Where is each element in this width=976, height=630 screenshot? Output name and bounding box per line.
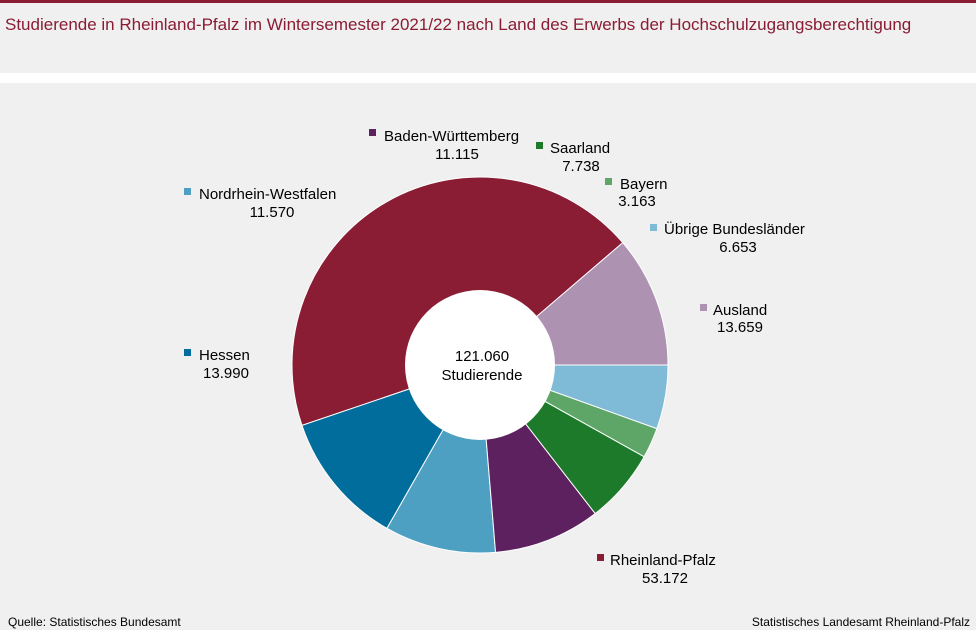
slice-name-7: Übrige Bundesländer: [664, 220, 805, 238]
slice-value-0: 13.659: [717, 319, 763, 336]
donut-hole: [405, 290, 555, 440]
slice-value-3: 11.570: [250, 204, 295, 221]
slice-value-7: 6.653: [719, 239, 757, 256]
legend-marker-4: [369, 129, 376, 136]
center-label: Studierende: [442, 367, 523, 384]
slice-name-3: Nordrhein-Westfalen: [199, 186, 336, 203]
slice-name-5: Saarland: [550, 140, 610, 157]
center-value: 121.060: [455, 348, 509, 365]
title-separator: [0, 73, 976, 83]
legend-marker-0: [700, 304, 707, 311]
legend-marker-2: [184, 349, 191, 356]
slice-name-2: Hessen: [199, 347, 250, 364]
slice-value-1: 53.172: [642, 570, 688, 587]
slice-name-6: Bayern: [620, 176, 668, 193]
top-rule: [0, 0, 976, 3]
legend-marker-1: [597, 554, 604, 561]
legend-marker-7: [650, 224, 657, 231]
chart-title: Studierende in Rheinland-Pfalz im Winter…: [5, 15, 912, 34]
slice-name-1: Rheinland-Pfalz: [610, 552, 716, 569]
legend-marker-6: [605, 178, 612, 185]
slice-name-0: Ausland: [713, 302, 767, 319]
slice-value-4: 11.115: [435, 146, 479, 163]
slice-name-4: Baden-Württemberg: [384, 128, 519, 145]
publisher-note: Statistisches Landesamt Rheinland-Pfalz: [751, 615, 970, 629]
legend-marker-3: [184, 188, 191, 195]
slice-value-2: 13.990: [203, 365, 249, 382]
slice-value-6: 3.163: [618, 193, 656, 210]
source-note: Quelle: Statistisches Bundesamt: [8, 615, 181, 629]
slice-value-5: 7.738: [562, 158, 600, 175]
legend-marker-5: [536, 142, 543, 149]
